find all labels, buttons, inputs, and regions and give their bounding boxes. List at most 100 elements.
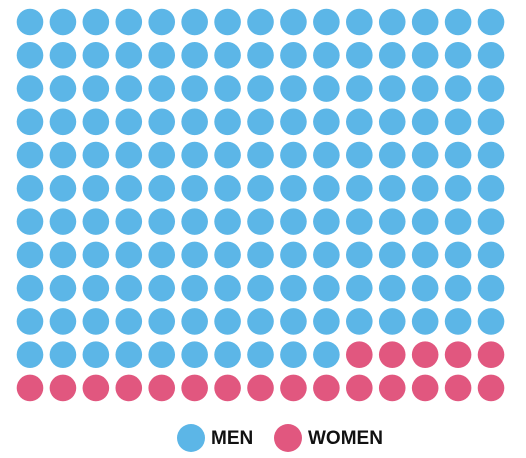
- waffle-dot: [16, 341, 44, 369]
- waffle-dot: [247, 141, 274, 169]
- waffle-dot: [16, 141, 44, 169]
- waffle-dot: [148, 308, 176, 335]
- waffle-dot: [247, 75, 274, 102]
- waffle-dot: [214, 141, 241, 169]
- waffle-dot: [444, 308, 472, 335]
- waffle-dot: [346, 274, 373, 302]
- waffle-dot: [181, 308, 208, 335]
- waffle-dot: [346, 108, 373, 136]
- waffle-dot: [247, 308, 274, 335]
- waffle-dot: [49, 41, 77, 69]
- waffle-dot: [16, 208, 44, 235]
- waffle-dot: [247, 175, 274, 202]
- waffle-dot: [148, 41, 176, 69]
- waffle-dot: [82, 75, 110, 102]
- waffle-dot: [181, 274, 208, 302]
- waffle-dot: [313, 75, 340, 102]
- waffle-dot: [82, 141, 110, 169]
- waffle-dot: [378, 341, 406, 369]
- waffle-dot: [378, 208, 406, 235]
- waffle-dot: [411, 75, 439, 102]
- waffle-dot: [313, 8, 340, 36]
- waffle-dot: [378, 41, 406, 69]
- waffle-dot: [346, 341, 373, 369]
- waffle-dot: [378, 274, 406, 302]
- waffle-dot: [280, 241, 307, 269]
- waffle-dot: [411, 308, 439, 335]
- waffle-dot: [247, 374, 274, 402]
- waffle-dot: [214, 341, 241, 369]
- waffle-dot: [49, 241, 77, 269]
- waffle-dot: [346, 308, 373, 335]
- waffle-dot: [444, 108, 472, 136]
- waffle-dot: [148, 274, 176, 302]
- waffle-dot: [214, 41, 241, 69]
- waffle-dot: [444, 341, 472, 369]
- legend-swatch: [177, 424, 205, 452]
- waffle-dot: [378, 108, 406, 136]
- waffle-dot: [214, 374, 241, 402]
- waffle-dot: [115, 75, 143, 102]
- waffle-dot: [247, 208, 274, 235]
- waffle-dot: [411, 108, 439, 136]
- waffle-dot: [148, 208, 176, 235]
- waffle-dot: [247, 274, 274, 302]
- waffle-dot: [49, 141, 77, 169]
- waffle-dot: [115, 141, 143, 169]
- waffle-dot: [477, 374, 505, 402]
- waffle-dot: [115, 374, 143, 402]
- waffle-dot: [477, 108, 505, 136]
- waffle-dot: [280, 41, 307, 69]
- waffle-dot: [115, 274, 143, 302]
- waffle-dot: [16, 75, 44, 102]
- waffle-dot: [280, 108, 307, 136]
- waffle-dot: [181, 341, 208, 369]
- legend-label: WOMEN: [308, 428, 383, 449]
- waffle-dot: [346, 141, 373, 169]
- waffle-dot: [346, 8, 373, 36]
- waffle-dot: [49, 75, 77, 102]
- waffle-dot: [148, 374, 176, 402]
- waffle-dot: [247, 341, 274, 369]
- waffle-dot: [49, 175, 77, 202]
- waffle-dot: [313, 208, 340, 235]
- waffle-dot: [214, 8, 241, 36]
- waffle-dot: [115, 341, 143, 369]
- waffle-dot: [346, 75, 373, 102]
- waffle-dot: [346, 41, 373, 69]
- waffle-dot: [346, 208, 373, 235]
- waffle-dot: [49, 274, 77, 302]
- waffle-dot: [49, 208, 77, 235]
- waffle-dot: [378, 75, 406, 102]
- waffle-dot: [115, 8, 143, 36]
- waffle-dot: [346, 241, 373, 269]
- waffle-dot: [378, 241, 406, 269]
- waffle-dot: [346, 175, 373, 202]
- waffle-dot: [181, 41, 208, 69]
- waffle-dot: [378, 308, 406, 335]
- waffle-dot: [181, 175, 208, 202]
- waffle-dot: [477, 175, 505, 202]
- waffle-dot: [378, 374, 406, 402]
- waffle-dot: [411, 41, 439, 69]
- waffle-dot: [247, 108, 274, 136]
- waffle-dot: [148, 75, 176, 102]
- waffle-dot: [16, 41, 44, 69]
- waffle-dot: [214, 75, 241, 102]
- waffle-dot: [181, 241, 208, 269]
- waffle-dot: [247, 241, 274, 269]
- waffle-dot: [181, 374, 208, 402]
- waffle-dot: [82, 308, 110, 335]
- waffle-dot: [444, 41, 472, 69]
- waffle-dot: [148, 108, 176, 136]
- waffle-dot: [477, 208, 505, 235]
- waffle-dot: [444, 274, 472, 302]
- waffle-dot: [115, 175, 143, 202]
- waffle-dot: [280, 374, 307, 402]
- waffle-dot: [115, 241, 143, 269]
- waffle-dot: [148, 241, 176, 269]
- waffle-dot: [411, 274, 439, 302]
- waffle-dot: [477, 341, 505, 369]
- waffle-dot: [280, 341, 307, 369]
